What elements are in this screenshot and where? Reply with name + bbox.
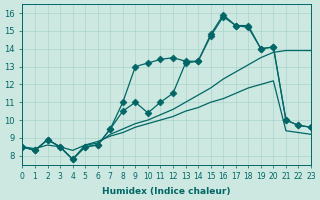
X-axis label: Humidex (Indice chaleur): Humidex (Indice chaleur) bbox=[102, 187, 231, 196]
